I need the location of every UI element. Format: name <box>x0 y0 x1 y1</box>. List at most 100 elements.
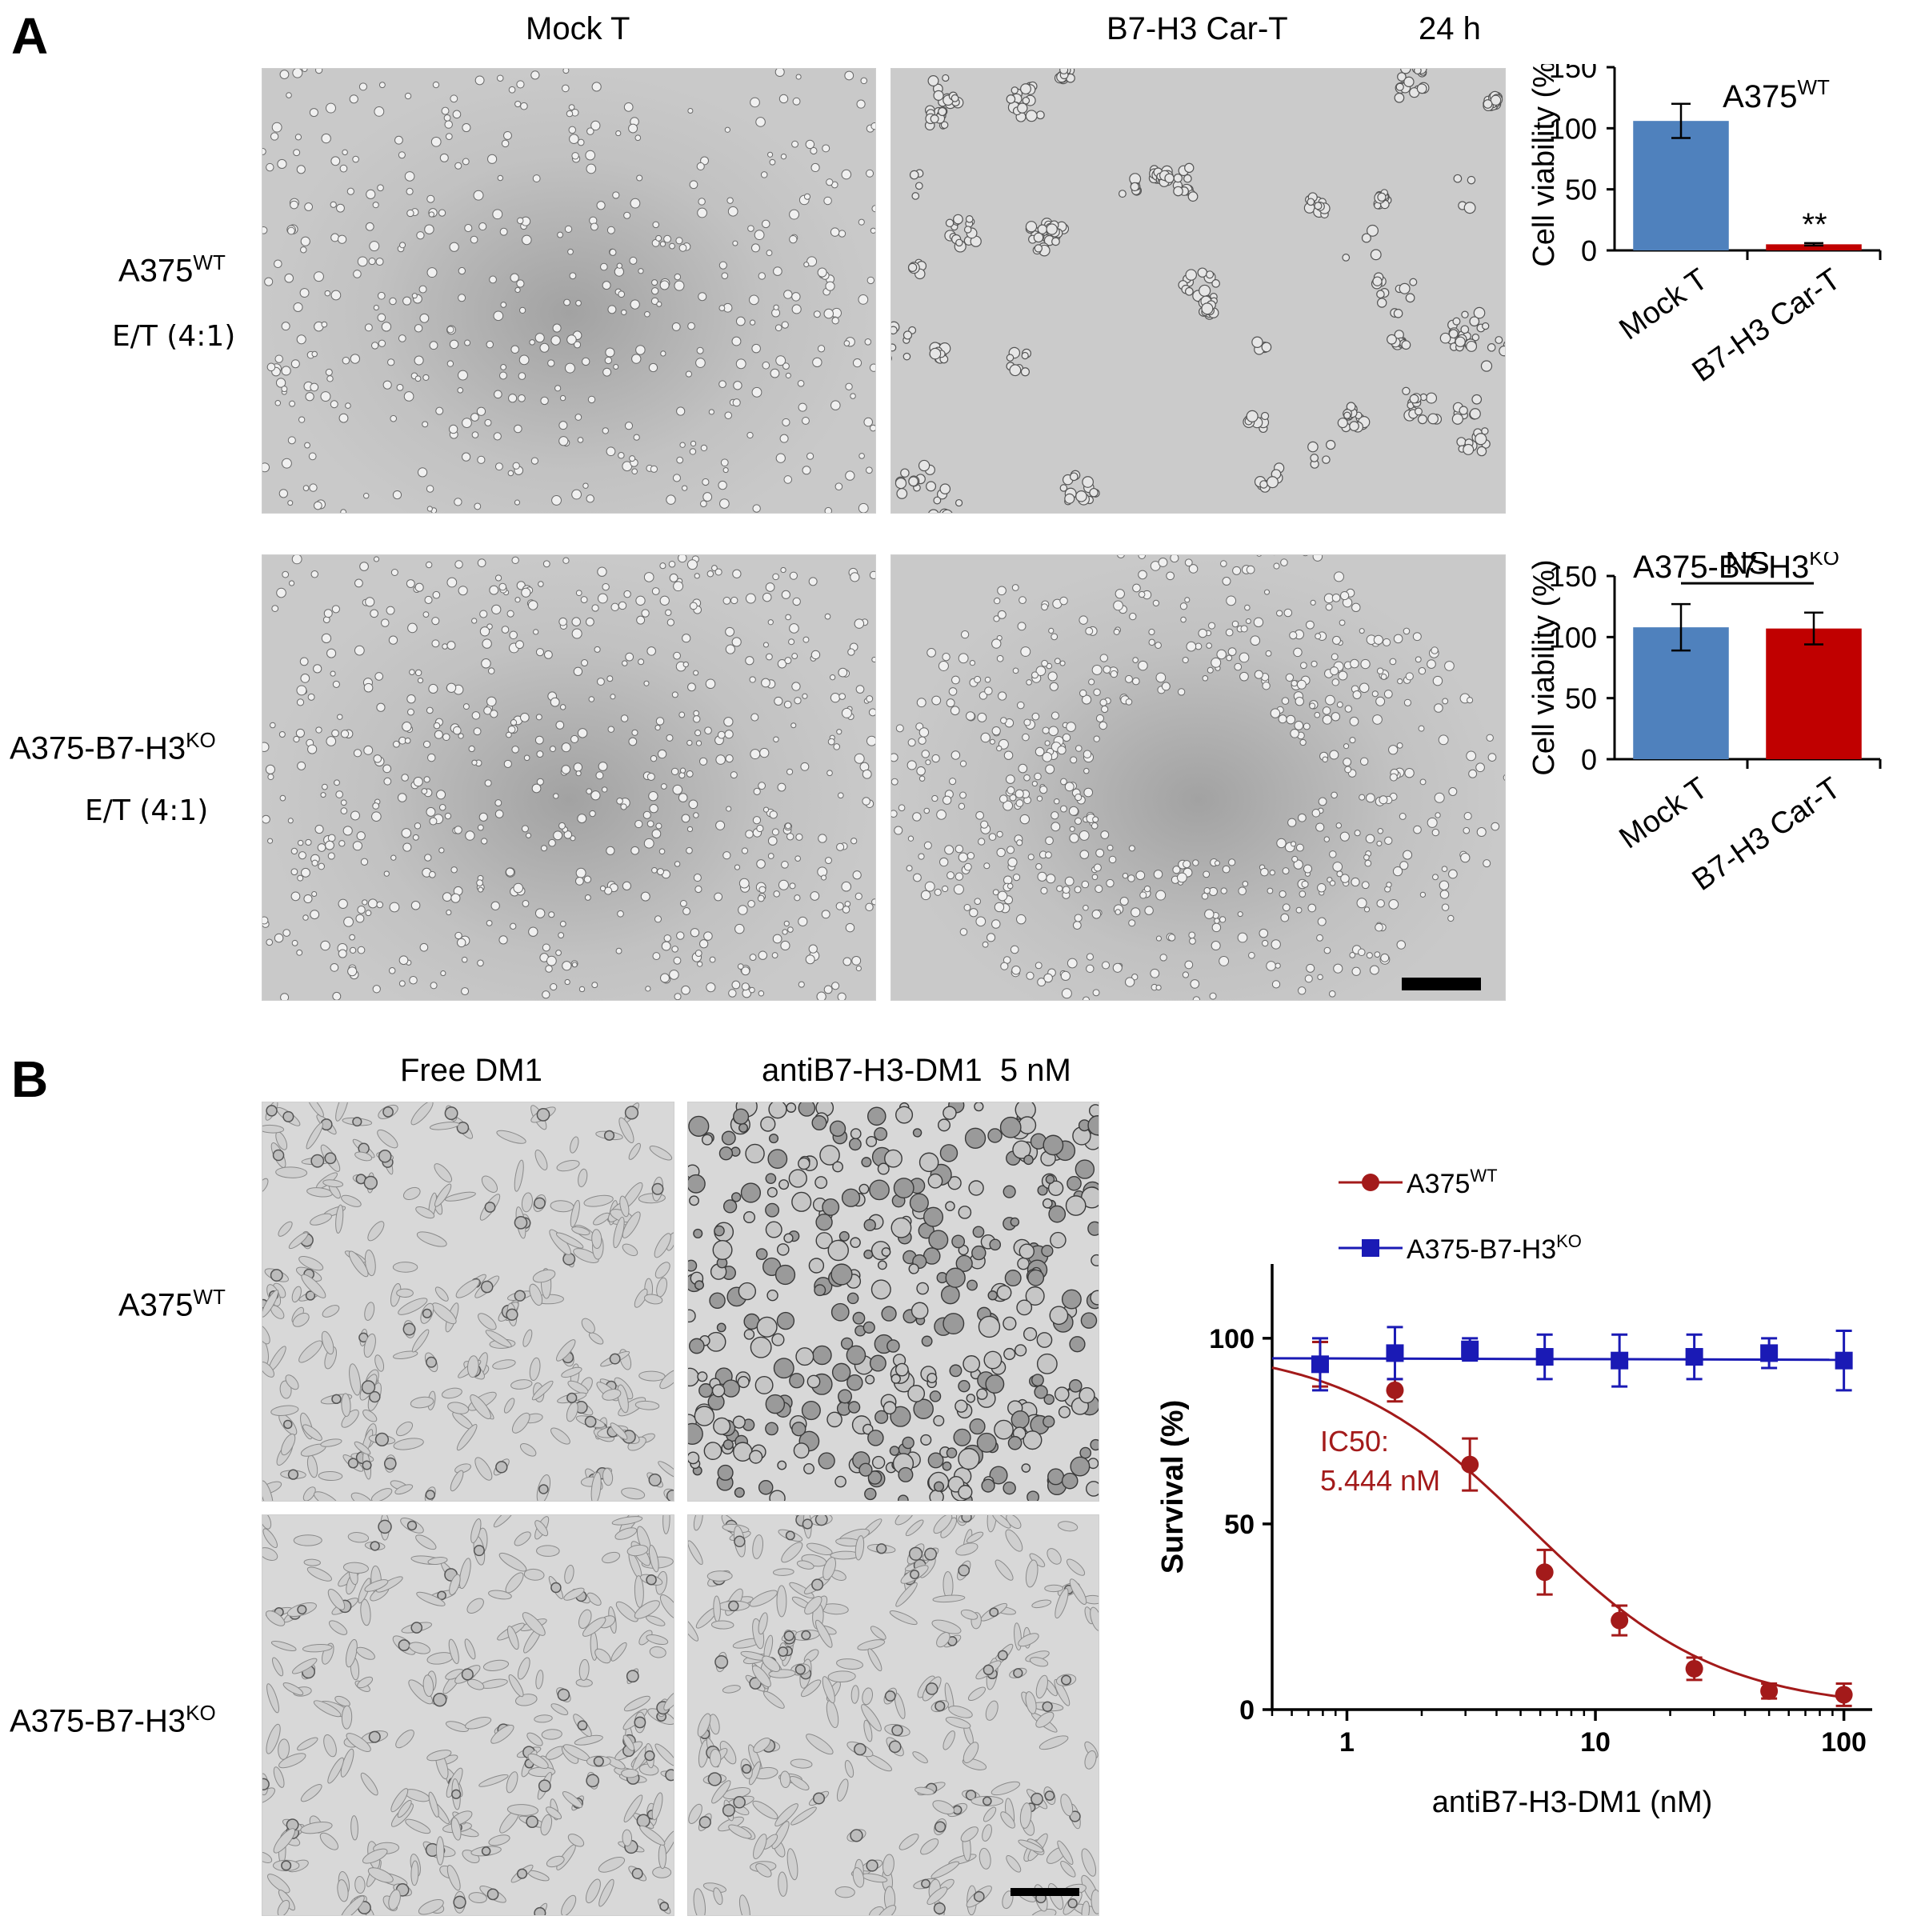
cell <box>578 1609 592 1630</box>
cell <box>479 610 488 618</box>
cell <box>1016 701 1025 710</box>
cell <box>858 294 869 305</box>
cell <box>896 488 908 499</box>
cell <box>1068 806 1079 816</box>
cell <box>1482 322 1490 330</box>
cell <box>488 1590 512 1600</box>
cell <box>918 736 926 745</box>
cell <box>1315 822 1325 832</box>
column-header-adc: antiB7-H3-DM1 5 nM <box>762 1053 1071 1088</box>
cell <box>1091 1889 1099 1914</box>
cell <box>725 626 735 637</box>
cell <box>834 1886 855 1898</box>
cell <box>1072 921 1082 930</box>
cell <box>981 1478 995 1493</box>
cell <box>1434 792 1445 803</box>
cell <box>1463 443 1475 455</box>
cell <box>791 1191 812 1212</box>
cell <box>1349 737 1356 744</box>
cell <box>1367 224 1379 237</box>
cell <box>1364 859 1372 867</box>
cell <box>907 1385 926 1402</box>
cell <box>378 1150 392 1163</box>
cell <box>1108 855 1117 864</box>
cell <box>1388 745 1399 755</box>
cell <box>1021 1463 1031 1473</box>
cell <box>1091 665 1103 675</box>
cell <box>1112 962 1123 973</box>
cell <box>1228 858 1236 866</box>
cell <box>1226 654 1233 662</box>
cell <box>332 991 342 1000</box>
cell <box>965 215 974 223</box>
cell <box>707 1772 722 1786</box>
cell <box>571 962 578 968</box>
cell <box>527 600 538 610</box>
cell <box>732 398 741 407</box>
cell <box>773 266 782 276</box>
cell <box>1331 653 1339 661</box>
cell <box>798 1157 810 1170</box>
cell <box>1331 712 1340 722</box>
cell <box>555 721 565 730</box>
cell <box>689 180 698 190</box>
cell <box>938 106 947 117</box>
cell <box>561 1366 582 1378</box>
cell <box>1054 798 1060 805</box>
cell <box>871 656 875 663</box>
cell <box>954 1399 968 1413</box>
cell <box>364 1579 389 1592</box>
cell <box>1372 714 1383 725</box>
cell <box>1370 249 1382 261</box>
cell <box>1059 484 1068 492</box>
cell <box>590 790 601 801</box>
cell <box>1303 864 1313 874</box>
cell <box>1207 666 1214 674</box>
cell <box>989 1466 1008 1485</box>
cell <box>1418 666 1427 675</box>
cell <box>494 810 504 818</box>
cell <box>1155 642 1162 649</box>
cell <box>426 194 435 203</box>
cell <box>587 395 596 404</box>
cell <box>416 1231 447 1247</box>
cell <box>818 1452 835 1470</box>
cell <box>450 866 458 874</box>
cell <box>789 1373 805 1389</box>
cell <box>1035 863 1043 870</box>
cell <box>586 788 593 794</box>
cell <box>350 1815 358 1841</box>
cell <box>388 967 396 974</box>
cell <box>1082 476 1094 488</box>
cell <box>989 1607 999 1618</box>
cell <box>1081 1848 1097 1877</box>
cell <box>410 900 421 910</box>
cell <box>505 1572 524 1594</box>
cell <box>918 775 926 782</box>
cell <box>501 139 510 148</box>
cell <box>946 1447 958 1458</box>
cell <box>709 956 716 963</box>
cell <box>491 604 502 614</box>
cell <box>370 609 378 618</box>
cell <box>982 941 989 948</box>
cell <box>265 1610 286 1626</box>
cell <box>1286 714 1296 725</box>
cell <box>999 1116 1022 1138</box>
cell <box>519 712 530 722</box>
cell <box>635 595 646 606</box>
cell <box>602 427 609 434</box>
cell <box>1471 333 1480 342</box>
cell <box>545 965 553 973</box>
cell <box>291 1286 302 1303</box>
cell <box>850 572 860 582</box>
cell <box>679 442 686 448</box>
cell <box>974 898 982 905</box>
cell <box>567 1380 589 1394</box>
cell <box>646 820 654 828</box>
cell <box>698 198 706 206</box>
cell <box>397 793 407 802</box>
cell <box>602 367 612 377</box>
cell <box>1039 786 1048 794</box>
cell <box>1325 603 1333 611</box>
